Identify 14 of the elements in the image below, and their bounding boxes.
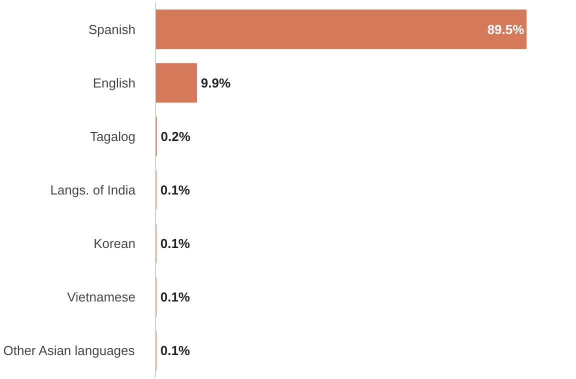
y-tick-label: Langs. of India bbox=[50, 182, 136, 198]
data-label: 0.1% bbox=[160, 182, 190, 198]
data-label: 0.1% bbox=[160, 343, 190, 358]
y-tick-label: Vietnamese bbox=[67, 290, 136, 305]
y-tick-label: Spanish bbox=[88, 22, 136, 37]
data-label: 9.9% bbox=[200, 75, 232, 90]
y-tick-label: Tagalog bbox=[90, 128, 136, 144]
data-label: 89.5% bbox=[487, 22, 525, 37]
y-tick-label: English bbox=[92, 75, 136, 90]
data-label: 0.1% bbox=[160, 290, 190, 305]
y-tick-label: Korean bbox=[94, 236, 136, 252]
data-label: 0.2% bbox=[160, 128, 191, 144]
y-tick-label: Other Asian languages bbox=[3, 343, 136, 358]
data-label: 0.1% bbox=[160, 236, 190, 252]
